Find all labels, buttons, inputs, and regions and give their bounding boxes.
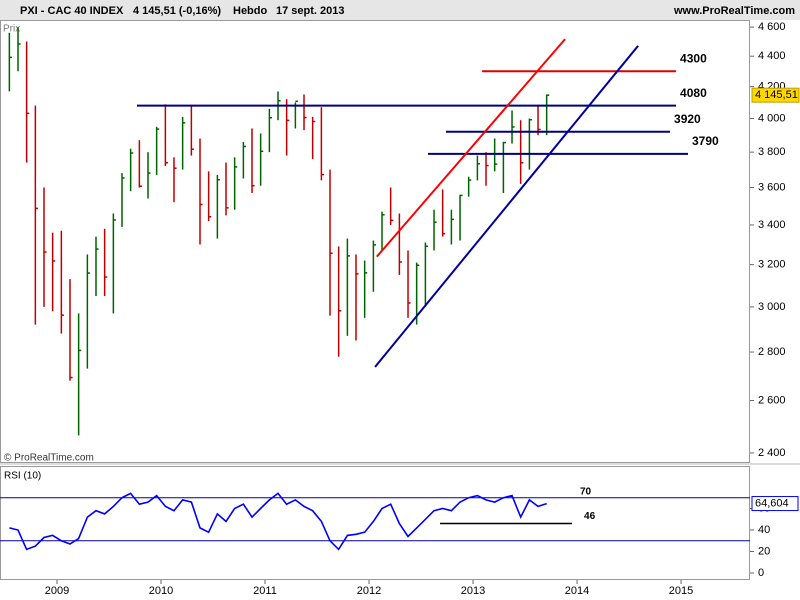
header-date: 17 sept. 2013 bbox=[276, 5, 345, 17]
header-title: PXI - CAC 40 INDEX bbox=[20, 5, 124, 17]
price-title: Prix bbox=[3, 24, 20, 35]
y-tick-label: 4 600 bbox=[758, 21, 786, 33]
x-tick-label: 2009 bbox=[45, 585, 69, 597]
credit: © ProRealTime.com bbox=[4, 453, 94, 464]
y-tick-label: 4 000 bbox=[758, 112, 786, 124]
y-tick-label: 3 600 bbox=[758, 181, 786, 193]
last-price-box bbox=[751, 87, 800, 103]
y-tick-label: 2 800 bbox=[758, 346, 786, 358]
rsi-y-tick-label: 40 bbox=[758, 524, 770, 536]
header-site: www.ProRealTime.com bbox=[673, 5, 795, 17]
level-label: 3920 bbox=[674, 112, 701, 126]
y-tick-label: 2 600 bbox=[758, 394, 786, 406]
rsi-level-label: 46 bbox=[584, 511, 596, 522]
level-label: 4080 bbox=[680, 86, 707, 100]
x-tick-label: 2010 bbox=[149, 585, 173, 597]
trend-line bbox=[374, 45, 639, 368]
x-tick-label: 2011 bbox=[253, 585, 277, 597]
x-tick-label: 2013 bbox=[461, 585, 485, 597]
y-tick-label: 3 200 bbox=[758, 259, 786, 271]
x-tick-label: 2012 bbox=[357, 585, 381, 597]
y-tick-label: 4 400 bbox=[758, 50, 786, 62]
y-tick-label: 3 400 bbox=[758, 219, 786, 231]
y-tick-label: 2 400 bbox=[758, 447, 786, 459]
x-tick-label: 2014 bbox=[565, 585, 589, 597]
rsi-y-tick-label: 20 bbox=[758, 545, 770, 557]
header-period: Hebdo bbox=[233, 5, 268, 17]
level-label: 4300 bbox=[680, 51, 707, 65]
y-tick-label: 3 800 bbox=[758, 146, 786, 158]
x-tick-label: 2015 bbox=[669, 585, 693, 597]
rsi-ref-label: 70 bbox=[580, 486, 592, 497]
rsi-frame bbox=[0, 466, 750, 580]
rsi-y-tick-label: 0 bbox=[758, 567, 764, 579]
rsi-last-box bbox=[751, 496, 799, 512]
rsi-last-label: 64,604 bbox=[755, 497, 789, 509]
price-frame bbox=[0, 20, 750, 463]
header-bar bbox=[0, 0, 800, 20]
rsi-title: RSI (10) bbox=[4, 471, 41, 482]
last-price-label: 4 145,51 bbox=[755, 89, 798, 101]
y-tick-label: 3 000 bbox=[758, 301, 786, 313]
header-quote: 4 145,51 (-0,16%) bbox=[133, 5, 221, 17]
trend-line bbox=[376, 38, 566, 258]
level-label: 3790 bbox=[692, 134, 719, 148]
rsi-line bbox=[9, 492, 547, 551]
